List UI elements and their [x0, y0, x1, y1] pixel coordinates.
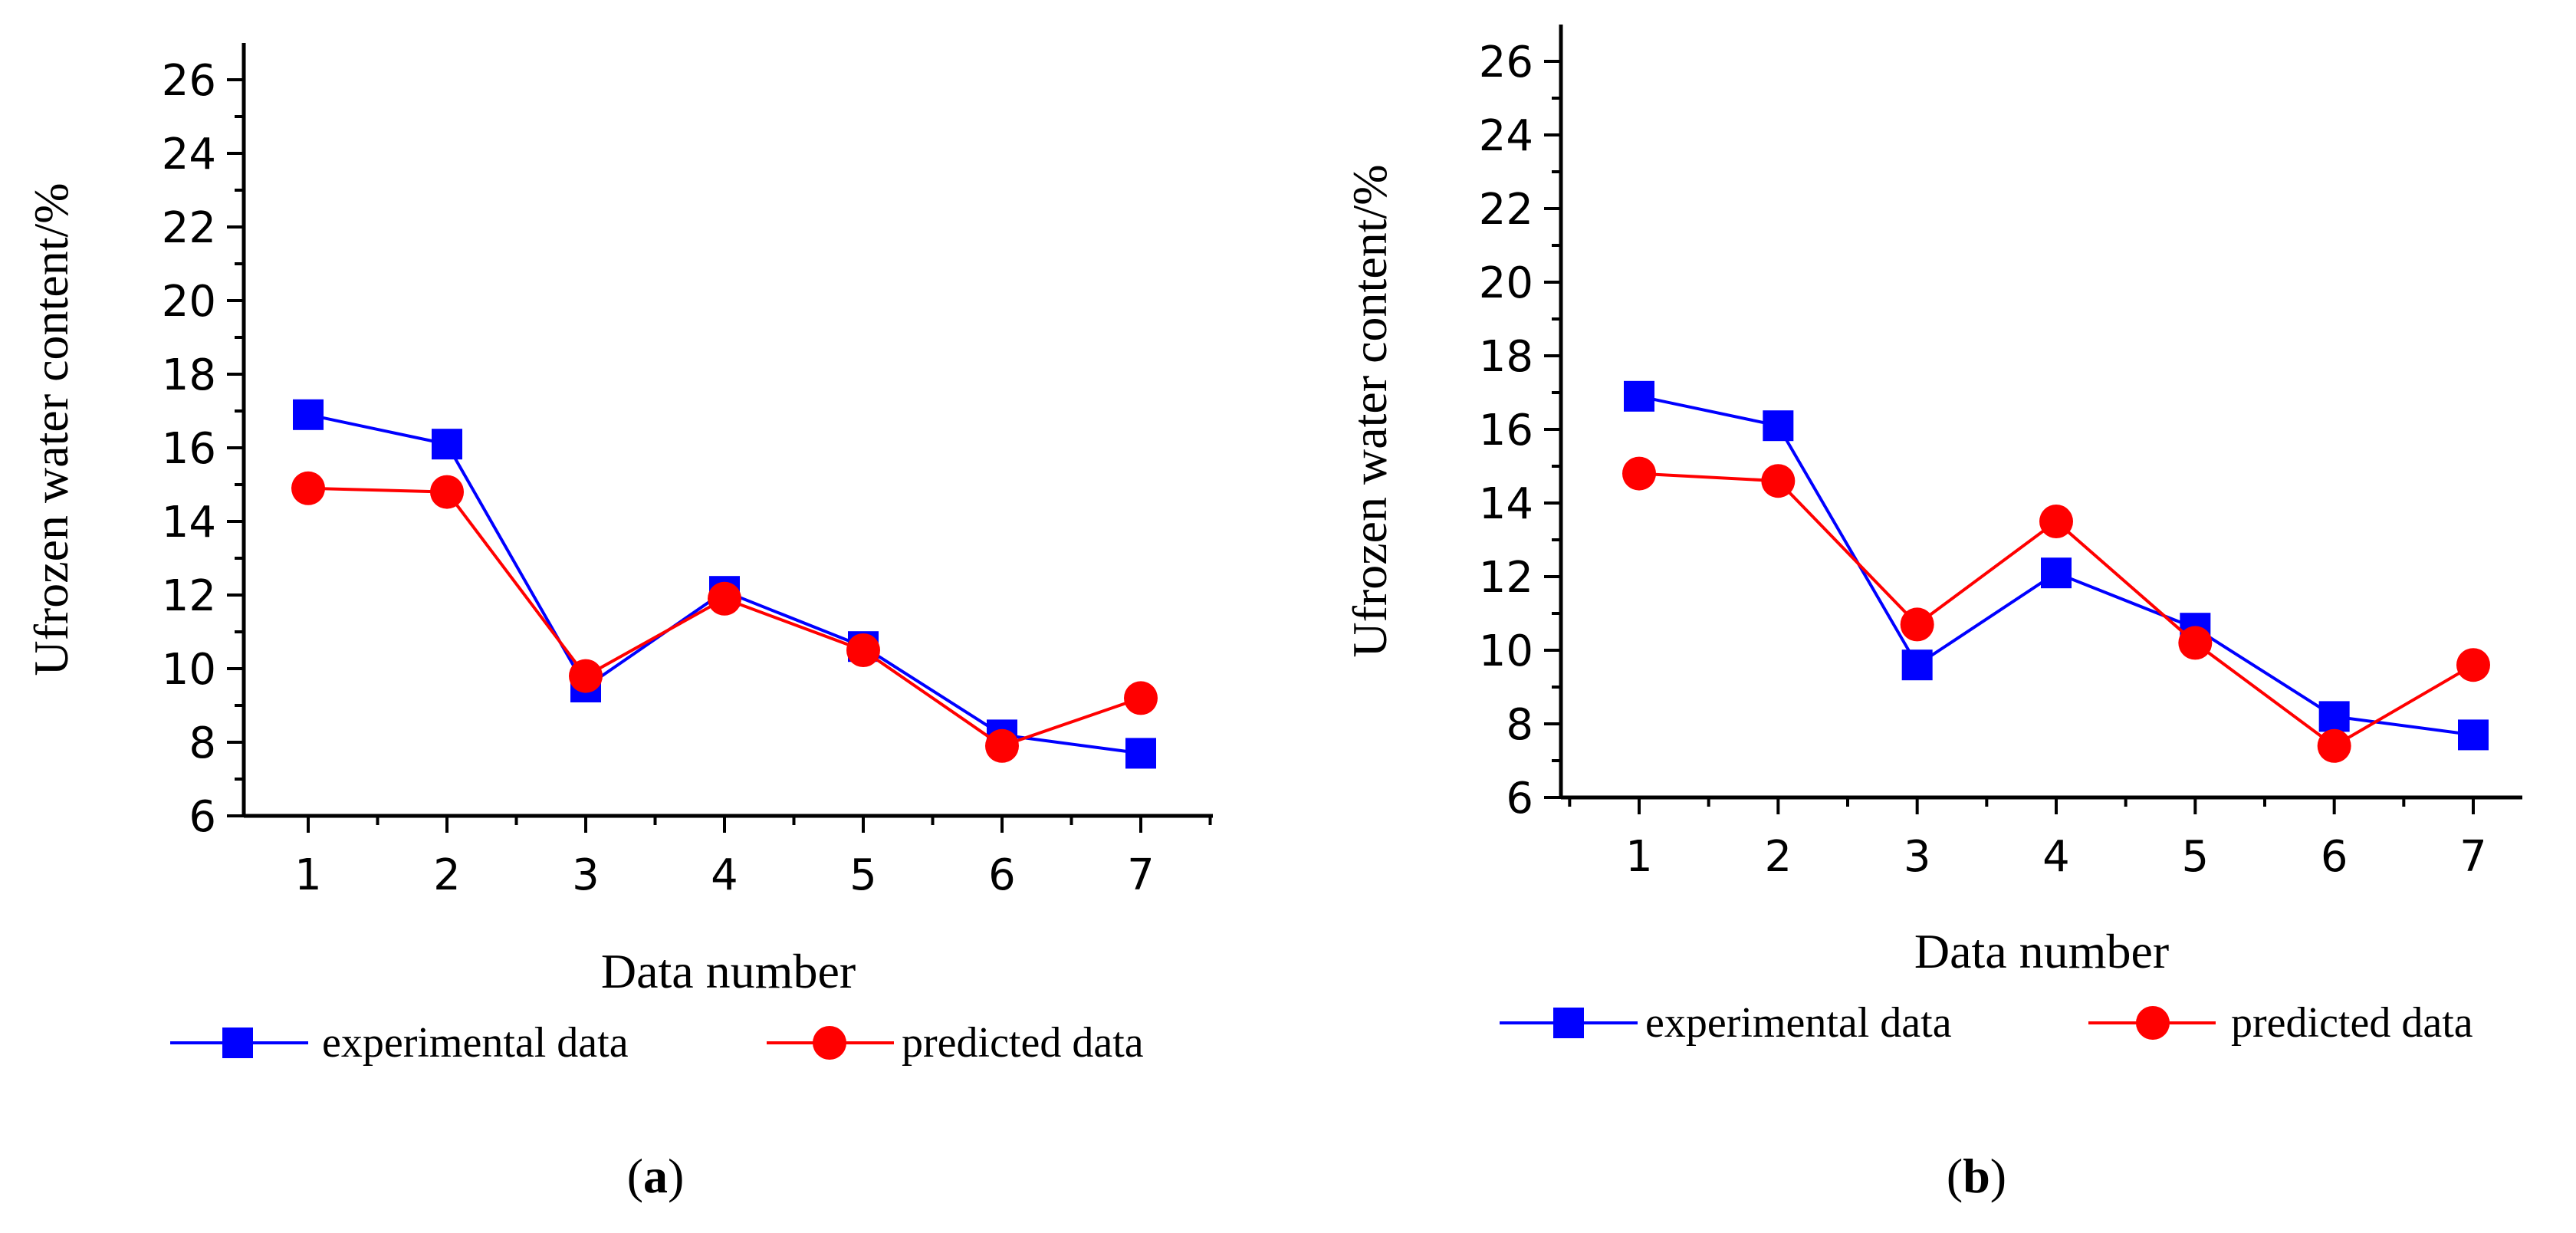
- x-tick-label: 2: [433, 850, 461, 900]
- caption-close-paren: ): [1990, 1149, 2006, 1203]
- x-tick-label: 1: [1625, 832, 1653, 882]
- legend: experimental data predicted data: [1500, 999, 2473, 1047]
- predicted-point: [2039, 505, 2073, 538]
- experimental-point: [2041, 557, 2072, 589]
- y-tick-label: 12: [1479, 553, 1533, 603]
- y-tick-label: 24: [1479, 111, 1533, 161]
- legend-label-experimental: experimental data: [1645, 999, 1952, 1047]
- predicted-point: [846, 633, 880, 667]
- experimental-point: [432, 429, 462, 460]
- caption: (a): [627, 1149, 685, 1203]
- predicted-point: [2456, 648, 2490, 682]
- experimental-point: [1624, 380, 1654, 412]
- y-tick-label: 18: [1479, 332, 1533, 382]
- x-tick-label: 5: [2182, 832, 2210, 882]
- caption-letter: a: [643, 1149, 668, 1203]
- x-tick-label: 3: [1904, 832, 1931, 882]
- predicted-point: [985, 728, 1019, 763]
- predicted-point: [1900, 607, 1934, 642]
- predicted-point: [569, 659, 603, 693]
- predicted-series-line: [307, 486, 1142, 748]
- y-tick-label: 16: [162, 424, 216, 474]
- predicted-point: [708, 581, 741, 616]
- y-tick-label: 20: [162, 277, 216, 327]
- y-axis-title: Ufrozen water content/%: [1342, 164, 1397, 657]
- y-tick-label: 8: [189, 718, 216, 768]
- y-tick-label: 26: [1479, 38, 1533, 87]
- caption: (b): [1947, 1149, 2006, 1203]
- y-tick-label: 16: [1479, 406, 1533, 455]
- legend: experimental data predicted data: [170, 1019, 1144, 1067]
- experimental-point: [2458, 719, 2489, 751]
- experimental-point: [1901, 649, 1933, 681]
- experimental-point: [2318, 701, 2350, 732]
- predicted-point: [1622, 456, 1656, 491]
- y-tick-label: 24: [162, 130, 216, 179]
- x-tick-label: 7: [1127, 850, 1155, 900]
- x-tick-label: 6: [988, 850, 1016, 900]
- predicted-point: [291, 471, 325, 505]
- x-tick-label: 7: [2459, 832, 2487, 882]
- x-tick-label: 1: [294, 850, 322, 900]
- y-tick-label: 10: [162, 645, 216, 695]
- y-tick-label: 8: [1506, 700, 1533, 750]
- y-tick-label: 12: [162, 571, 216, 621]
- x-tick-label: 2: [1765, 832, 1792, 882]
- y-tick-label: 10: [1479, 626, 1533, 676]
- x-tick-label: 6: [2321, 832, 2348, 882]
- legend-marker-experimental: [222, 1028, 253, 1058]
- predicted-point: [430, 475, 464, 509]
- predicted-point: [2317, 728, 2351, 763]
- legend-marker-predicted: [813, 1026, 846, 1060]
- x-tick-label: 3: [572, 850, 600, 900]
- experimental-point: [1125, 738, 1156, 769]
- y-tick-label: 22: [162, 203, 216, 253]
- y-tick-label: 14: [1479, 479, 1533, 529]
- caption-close-paren: ): [668, 1149, 684, 1203]
- predicted-point: [2178, 626, 2213, 660]
- legend-label-experimental: experimental data: [322, 1019, 629, 1067]
- y-tick-label: 22: [1479, 185, 1533, 235]
- y-tick-label: 20: [1479, 258, 1533, 308]
- legend-label-predicted: predicted data: [902, 1019, 1144, 1067]
- x-tick-label: 4: [711, 850, 738, 900]
- predicted-point: [1761, 464, 1796, 498]
- legend-marker-experimental: [1553, 1008, 1584, 1038]
- x-axis-title: Data number: [601, 944, 856, 998]
- y-tick-label: 14: [162, 498, 216, 547]
- x-tick-label: 5: [849, 850, 877, 900]
- legend-marker-predicted: [2136, 1006, 2170, 1040]
- y-tick-label: 6: [1506, 774, 1533, 824]
- caption-letter: b: [1963, 1149, 1990, 1203]
- x-axis-title: Data number: [1914, 924, 2169, 978]
- y-tick-label: 18: [162, 350, 216, 400]
- legend-label-predicted: predicted data: [2231, 999, 2473, 1047]
- x-tick-label: 4: [2042, 832, 2070, 882]
- predicted-point: [1124, 681, 1158, 715]
- y-axis-title: Ufrozen water content/%: [24, 182, 78, 676]
- caption-open-paren: (: [627, 1149, 643, 1203]
- experimental-point: [1763, 410, 1794, 442]
- experimental-point: [293, 399, 324, 430]
- caption-open-paren: (: [1947, 1149, 1963, 1203]
- y-tick-label: 6: [189, 792, 216, 842]
- y-tick-label: 26: [162, 56, 216, 106]
